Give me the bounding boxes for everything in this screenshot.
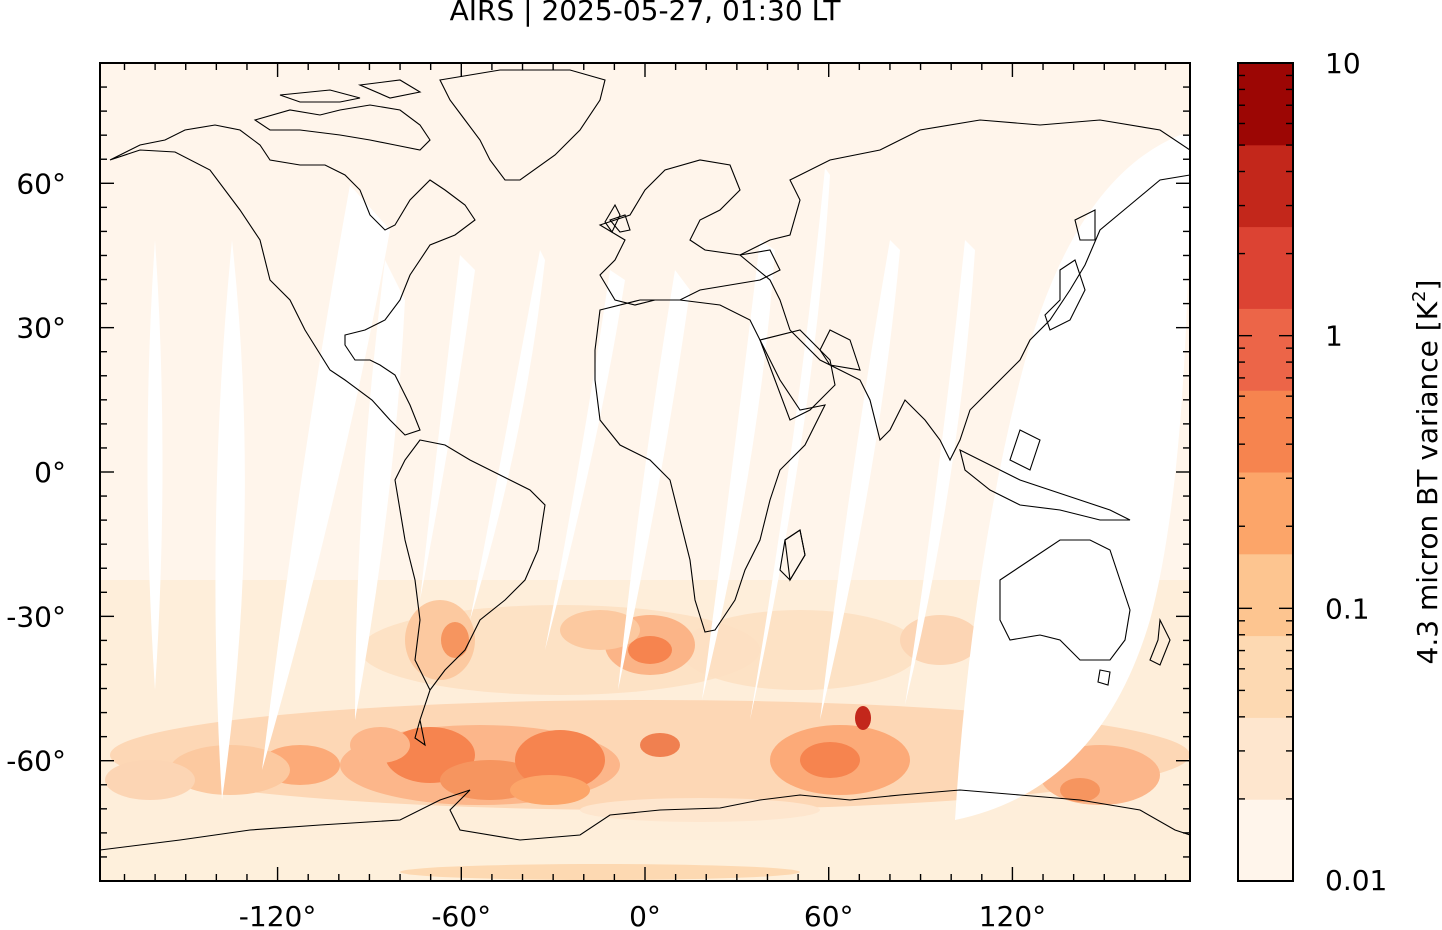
lat-tick-label: -30° <box>6 600 66 633</box>
colorbar-band <box>1238 144 1293 228</box>
coastline-uk <box>604 203 621 234</box>
colorbar-band <box>1238 472 1293 555</box>
colorbar-tick-label: 10 <box>1325 47 1361 80</box>
colorbar-band <box>1238 63 1293 146</box>
colorbar-band <box>1238 553 1293 637</box>
map-panel <box>100 63 1190 881</box>
lat-tick-label: 30° <box>16 312 66 345</box>
coastlines <box>100 69 1190 851</box>
colorbar-ticks <box>1238 74 1293 882</box>
longitude-labels: -120° -60° 0° 60° 120° <box>239 900 1046 930</box>
colorbar-band <box>1238 226 1293 309</box>
colorbar-band <box>1238 390 1293 473</box>
lon-tick-label: 60° <box>804 900 854 930</box>
colorbar-band <box>1238 635 1293 718</box>
colorbar-label: 4.3 micron BT variance [K2] <box>1409 280 1442 665</box>
coastline-north-america <box>109 124 476 436</box>
colorbar <box>1238 63 1293 882</box>
coastline-asia <box>739 119 1190 462</box>
colorbar-band <box>1238 799 1293 882</box>
colorbar-tick-label: 0.1 <box>1325 592 1370 625</box>
lon-tick-label: 0° <box>629 900 661 930</box>
lon-tick-label: 120° <box>979 900 1046 930</box>
coastline-australia <box>999 539 1131 686</box>
lon-tick-label: -120° <box>239 900 317 930</box>
coastline-madagascar <box>784 529 806 582</box>
colorbar-frame <box>1237 62 1294 882</box>
coastline-greenland <box>439 69 606 181</box>
map-title: AIRS | 2025-05-27, 01:30 LT <box>449 0 841 27</box>
coastline-japan <box>1044 259 1086 331</box>
coastline-canadian-archipelago <box>253 79 431 151</box>
coastline-antarctica <box>100 789 1190 851</box>
colorbar-band <box>1238 308 1293 391</box>
lat-tick-label: 60° <box>16 167 66 200</box>
coastline-south-america <box>394 439 546 747</box>
colorbar-tick-label: 0.01 <box>1325 864 1387 897</box>
colorbar-tick-label: 1 <box>1325 320 1343 353</box>
lon-tick-label: -60° <box>431 900 491 930</box>
coastline-europe <box>598 159 781 306</box>
coastline-arabia <box>759 329 836 421</box>
map-ticks <box>100 63 1190 881</box>
lat-tick-label: 0° <box>34 456 66 489</box>
coastline-new-zealand <box>1149 618 1171 666</box>
coastline-indonesia <box>959 429 1131 521</box>
colorbar-tick-labels: 10 1 0.1 0.01 <box>1325 47 1387 897</box>
lat-tick-label: -60° <box>6 745 66 778</box>
latitude-labels: 60° 30° 0° -30° -60° <box>6 167 66 777</box>
colorbar-band <box>1238 717 1293 800</box>
